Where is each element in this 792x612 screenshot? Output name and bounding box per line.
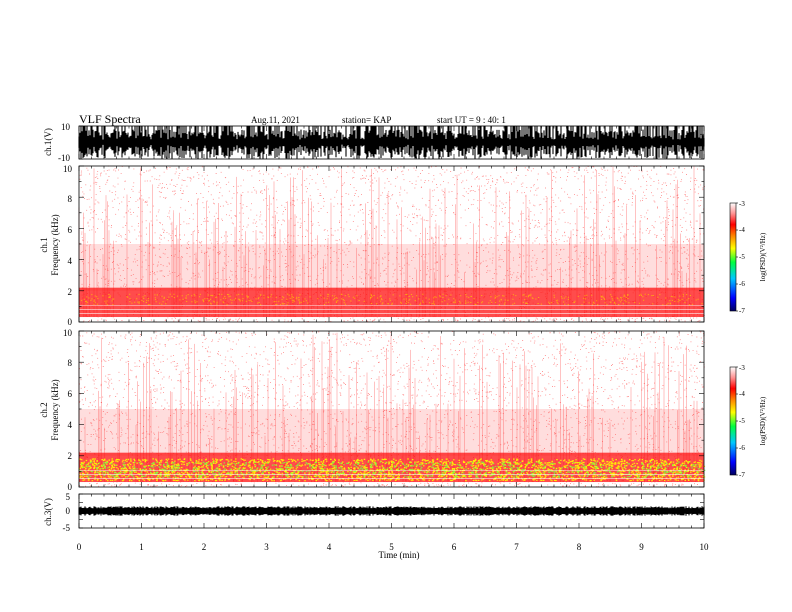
colorbar-ch1: -3 -4 -5 -6 -7 log(PSD)(V²/Hz) — [729, 200, 767, 315]
spectrogram-midband — [79, 409, 704, 456]
x-tick-label: 0 — [77, 542, 82, 552]
colorbar-ch2-tick: -4 — [739, 390, 745, 398]
x-tick-label: 10 — [700, 542, 710, 552]
x-tick-label: 7 — [514, 542, 519, 552]
ch3-waveform — [78, 506, 705, 516]
spectrogram-emission-green — [79, 461, 706, 479]
colorbar-ch2-tick: -3 — [739, 364, 745, 372]
ch2-spectrogram — [78, 330, 706, 488]
ch3-wave-ytick-top: 5 — [66, 492, 71, 502]
x-tick-label: 5 — [389, 542, 394, 552]
colorbar-ch2-tick: -6 — [739, 444, 745, 452]
ch1-spec-ytick: 2 — [68, 287, 73, 297]
ch1-spec-ytick: 6 — [68, 225, 73, 235]
ch1-spec-ylabel-top: ch.1 — [39, 237, 49, 252]
ch2-spec-ytick: 2 — [68, 451, 73, 461]
x-tick-label: 8 — [577, 542, 582, 552]
figure-title: VLF Spectra — [79, 112, 141, 126]
ch1-spec-ytick: 8 — [68, 194, 73, 204]
colorbar-ch2-tick: -5 — [739, 417, 745, 425]
ch2-spec-ylabel-top: ch.2 — [39, 402, 49, 417]
x-tick-label: 1 — [139, 542, 144, 552]
ch1-spec-ytick: 10 — [63, 164, 73, 174]
colorbar-ch2-label: log(PSD)(V²/Hz) — [759, 396, 767, 445]
x-tick-label: 3 — [264, 542, 269, 552]
colorbar-ch1-tick: -5 — [739, 253, 745, 261]
x-tick-label: 9 — [639, 542, 644, 552]
spectrogram-lowband — [79, 287, 704, 318]
colorbar-ch1-tick: -7 — [739, 307, 745, 315]
ch3-waveform-trace — [78, 506, 705, 516]
ch2-spec-ytick: 0 — [68, 482, 73, 492]
ch1-spectrogram — [78, 165, 705, 323]
start-time-label: start UT = 9 : 40: 1 — [437, 115, 506, 125]
ch1-spec-ylabel: Frequency (kHz) — [50, 214, 60, 275]
colorbar-ch2-scale — [729, 366, 737, 476]
colorbar-ch1-label: log(PSD)(V²/Hz) — [759, 232, 767, 281]
colorbar-ch2-tick: -7 — [739, 471, 745, 479]
colorbar-ch1-tick: -4 — [739, 226, 745, 234]
colorbar-ch1-tick: -6 — [739, 280, 745, 288]
ch1-spec-ytick: 0 — [68, 317, 73, 327]
ch3-wave-ylabel: ch.3(V) — [43, 498, 53, 526]
date-label: Aug.11, 2021 — [251, 115, 300, 125]
colorbar-ch1-tick: -3 — [739, 200, 745, 208]
ch1-wave-ylabel: ch.1(V) — [43, 128, 53, 156]
x-tick-label: 4 — [327, 542, 332, 552]
ch1-wave-ytick-top: 10 — [61, 122, 71, 132]
x-axis-label: Time (min) — [379, 550, 420, 560]
ch3-wave-ytick-mid: 0 — [66, 506, 71, 516]
ch1-wave-ytick-bottom: -10 — [58, 153, 70, 163]
ch2-spec-ytick: 8 — [68, 358, 73, 368]
ch2-spec-ytick: 6 — [68, 389, 73, 399]
station-label: station= KAP — [342, 115, 391, 125]
x-tick-label: 2 — [202, 542, 207, 552]
colorbar-ch1-scale — [729, 202, 737, 312]
x-tick-label: 6 — [452, 542, 457, 552]
ch2-spec-ytick: 10 — [63, 328, 73, 338]
ch3-wave-ytick-bottom: -5 — [63, 523, 71, 533]
colorbar-ch2: -3 -4 -5 -6 -7 log(PSD)(V²/Hz) — [729, 364, 767, 479]
ch2-spec-ylabel: Frequency (kHz) — [50, 379, 60, 440]
spectrogram-midband — [79, 244, 704, 291]
x-tick-labels: 0 1 2 3 4 5 6 7 8 9 10 — [77, 542, 709, 552]
spectrogram-lowband — [79, 452, 704, 483]
spectrogram-emission-yellow — [80, 293, 705, 306]
ch2-spec-ytick: 4 — [68, 420, 73, 430]
ch1-spec-ytick: 4 — [68, 256, 73, 266]
axis-ticks — [78, 125, 738, 529]
